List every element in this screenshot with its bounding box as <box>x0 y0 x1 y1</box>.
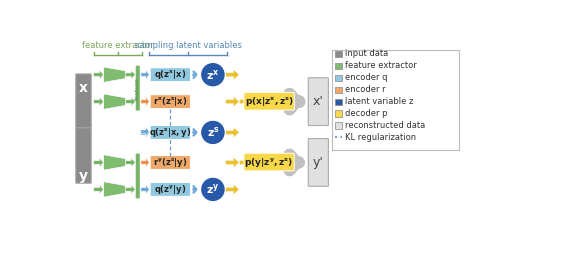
Polygon shape <box>225 157 239 168</box>
Polygon shape <box>104 182 125 197</box>
Text: input data: input data <box>344 49 388 58</box>
Text: $\mathbf{z^y}$: $\mathbf{z^y}$ <box>206 183 220 196</box>
Text: reconstructed data: reconstructed data <box>344 121 425 130</box>
Polygon shape <box>125 158 136 167</box>
Text: y: y <box>79 169 88 183</box>
FancyBboxPatch shape <box>150 183 190 196</box>
Bar <box>335 75 342 81</box>
Text: $\mathbf{r^x(z^s|x)}$: $\mathbf{r^x(z^s|x)}$ <box>153 95 187 108</box>
Polygon shape <box>141 70 150 79</box>
Polygon shape <box>104 155 125 170</box>
FancyBboxPatch shape <box>136 65 140 111</box>
Polygon shape <box>125 70 136 79</box>
Circle shape <box>201 62 225 87</box>
Polygon shape <box>141 127 150 136</box>
FancyBboxPatch shape <box>308 139 328 186</box>
Text: sampling latent variables: sampling latent variables <box>135 41 242 50</box>
FancyBboxPatch shape <box>76 74 91 129</box>
Text: decoder p: decoder p <box>344 109 387 118</box>
Polygon shape <box>94 158 104 167</box>
Polygon shape <box>225 127 239 138</box>
Polygon shape <box>125 185 136 194</box>
Polygon shape <box>239 157 247 168</box>
Bar <box>332 50 459 150</box>
FancyBboxPatch shape <box>244 92 294 110</box>
FancyBboxPatch shape <box>150 95 190 109</box>
Text: feature: feature <box>135 77 140 99</box>
Bar <box>335 51 342 57</box>
Text: x: x <box>79 81 88 95</box>
Polygon shape <box>94 97 104 106</box>
FancyBboxPatch shape <box>244 153 294 171</box>
FancyBboxPatch shape <box>150 125 190 139</box>
Text: encoder r: encoder r <box>344 85 385 94</box>
Text: $\mathbf{p(x|z^x,z^s)}$: $\mathbf{p(x|z^x,z^s)}$ <box>244 95 294 108</box>
Text: $\mathbf{q(z^y|y)}$: $\mathbf{q(z^y|y)}$ <box>154 183 186 196</box>
Polygon shape <box>94 70 104 79</box>
Text: $\mathbf{q(z^x|x)}$: $\mathbf{q(z^x|x)}$ <box>154 68 186 81</box>
Bar <box>335 110 342 117</box>
Polygon shape <box>225 96 239 107</box>
Polygon shape <box>141 129 150 138</box>
Bar <box>335 122 342 129</box>
Polygon shape <box>141 185 150 194</box>
Text: $\mathbf{p(y|z^y,z^s)}$: $\mathbf{p(y|z^y,z^s)}$ <box>244 156 294 169</box>
Text: y': y' <box>313 156 324 169</box>
FancyBboxPatch shape <box>150 155 190 169</box>
Circle shape <box>201 120 225 145</box>
FancyBboxPatch shape <box>136 153 140 199</box>
Bar <box>335 87 342 93</box>
Polygon shape <box>104 67 125 82</box>
Text: $\mathbf{z^s}$: $\mathbf{z^s}$ <box>206 125 219 139</box>
Polygon shape <box>104 94 125 109</box>
Text: feature extractor: feature extractor <box>82 41 154 50</box>
FancyBboxPatch shape <box>76 128 91 183</box>
Text: $\mathbf{q(z^s|x,y)}$: $\mathbf{q(z^s|x,y)}$ <box>149 126 191 139</box>
Bar <box>335 63 342 69</box>
FancyBboxPatch shape <box>308 78 328 125</box>
Text: $\mathbf{z^x}$: $\mathbf{z^x}$ <box>206 68 220 82</box>
Polygon shape <box>94 185 104 194</box>
Polygon shape <box>141 97 150 106</box>
Text: x': x' <box>313 95 324 108</box>
Text: encoder q: encoder q <box>344 73 387 82</box>
Bar <box>335 99 342 105</box>
Text: feature extractor: feature extractor <box>344 61 416 70</box>
FancyBboxPatch shape <box>150 68 190 82</box>
Circle shape <box>201 177 225 202</box>
Text: latent variable z: latent variable z <box>344 97 413 106</box>
Text: $\mathbf{r^y(z^s|y)}$: $\mathbf{r^y(z^s|y)}$ <box>153 156 187 169</box>
Polygon shape <box>225 184 239 195</box>
Polygon shape <box>225 69 239 80</box>
Polygon shape <box>141 158 150 167</box>
Polygon shape <box>125 97 136 106</box>
Polygon shape <box>239 96 247 107</box>
Text: KL regularization: KL regularization <box>344 133 416 142</box>
